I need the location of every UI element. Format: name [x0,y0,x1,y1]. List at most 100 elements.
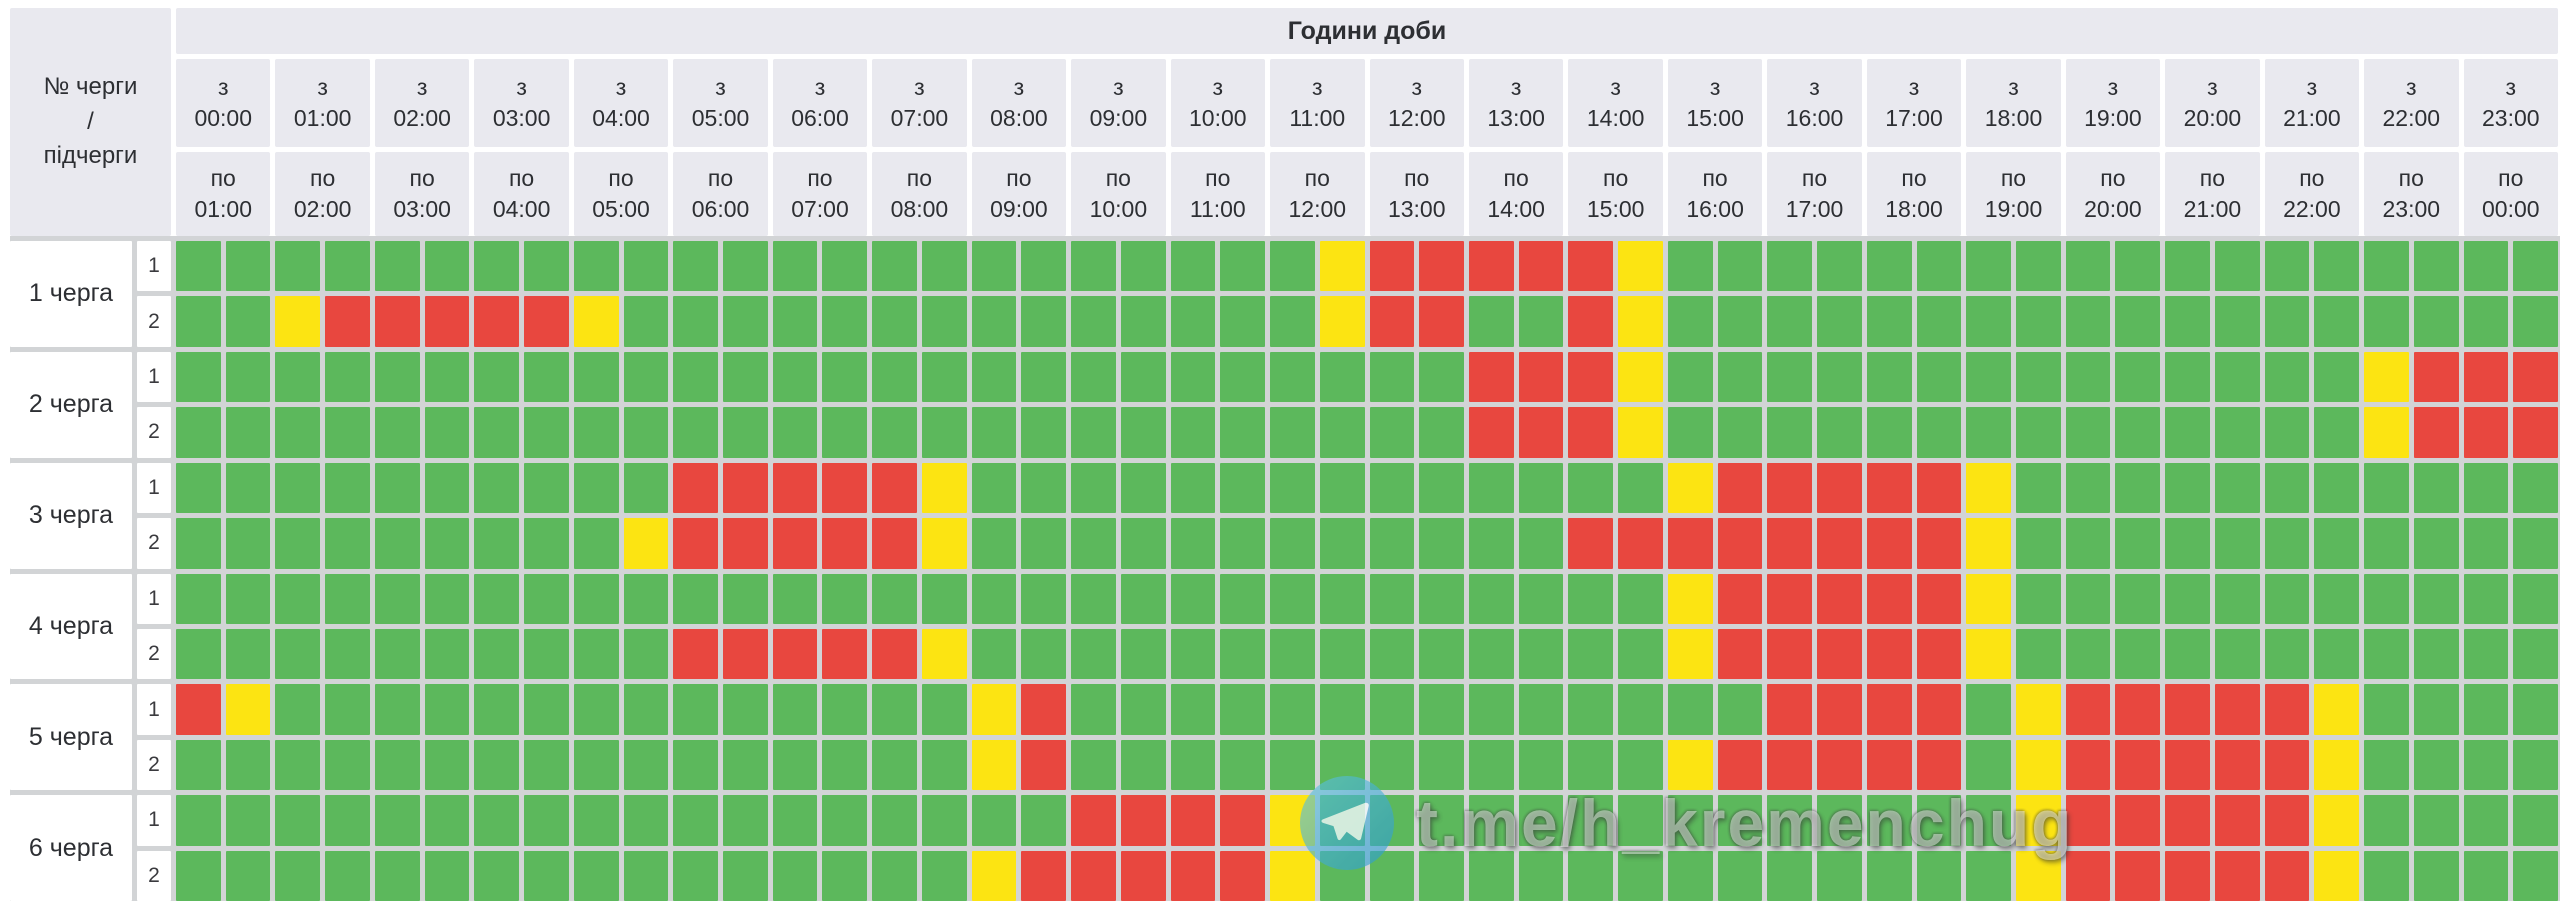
slot-cell [2214,241,2260,292]
slot-cell [1866,795,1912,846]
slot-cell [2214,462,2260,514]
slot-cell [1419,407,1464,458]
slot-cell [2214,628,2260,680]
slot-cell [2165,351,2210,403]
slot-cell [1618,407,1663,458]
slot-cell [673,684,719,735]
slot-cell [1220,241,1266,292]
slot-cell [2264,628,2310,680]
slot-cell [2214,407,2260,458]
slot-cell [1518,850,1564,901]
slot-cell [1568,628,1614,680]
slot-cell [1916,795,1962,846]
schedule-grid: № черги / підчерги Години доби з 00:00 по 0… [10,8,2558,901]
slot-cell [2463,241,2509,292]
slot-cell [1667,241,1713,292]
slot-cell [1270,241,1315,292]
subqueue-number: 1 [137,462,171,514]
slot-cell [524,351,569,403]
slot-cell [2264,407,2310,458]
slot-cell [2065,518,2111,569]
slot-cell [1071,462,1116,514]
slot-cell [1568,518,1614,569]
slot-cell [872,850,917,901]
hour-from-cell: з 02:00 [374,59,470,147]
slot-cell [1120,462,1166,514]
slot-cell [971,684,1017,735]
slot-cell [1468,296,1514,347]
slot-cell [1618,296,1663,347]
hour-from-cell: з 12:00 [1369,59,1464,147]
slot-cell [872,628,917,680]
slot-cell [474,850,520,901]
slot-cell [1170,573,1216,624]
slot-cell [2264,739,2310,791]
slot-cell [1916,407,1962,458]
slot-cell [2015,573,2061,624]
slot-cell [1021,462,1067,514]
queue-label: 6 черга [10,795,132,901]
slot-cell [1518,739,1564,791]
slot-cell [225,684,271,735]
slot-cell [822,296,868,347]
slot-cell [2165,462,2210,514]
slot-cell [275,628,321,680]
slot-cell [2015,241,2061,292]
slot-cell [1220,296,1266,347]
slot-cell [723,351,768,403]
slot-cell [623,296,669,347]
slot-cell [822,795,868,846]
slot-cell [673,795,719,846]
slot-cell [1916,628,1962,680]
subqueue-number: 2 [137,850,171,901]
slot-cell [176,241,221,292]
slot-cell [772,296,818,347]
slot-cell [1866,407,1912,458]
slot-cell [822,628,868,680]
slot-cell [2314,296,2360,347]
slot-cell [723,739,768,791]
slot-cell [2015,407,2061,458]
slot-cell [1966,241,2011,292]
slot-cell [921,573,967,624]
slot-cell [1468,573,1514,624]
slot-cell [2513,795,2558,846]
slot-cell [1618,628,1663,680]
slot-cell [275,518,321,569]
slot-cell [1568,296,1614,347]
slot-cell [524,518,569,569]
queue-label: 3 черга [10,462,132,569]
slot-cell [2065,739,2111,791]
slot-cell [1817,739,1862,791]
slot-cell [1270,518,1315,569]
slot-cell [325,407,370,458]
slot-cell [1319,241,1365,292]
slot-cell [573,739,619,791]
slot-cell [2165,684,2210,735]
slot-cell [573,573,619,624]
slot-cell [1717,795,1763,846]
slot-cell [921,684,967,735]
slot-cell [2513,684,2558,735]
slot-cell [921,407,967,458]
slot-cell [822,462,868,514]
slot-cell [1568,241,1614,292]
slot-cell [1717,518,1763,569]
slot-cell [2463,684,2509,735]
slot-cell [225,628,271,680]
queue-column-header: № черги / підчерги [10,8,171,236]
slot-cell [1866,739,1912,791]
slot-cell [2513,628,2558,680]
slot-cell [1717,462,1763,514]
slot-cell [1220,407,1266,458]
slot-cell [1071,739,1116,791]
slot-cell [2413,850,2459,901]
hour-to-cell: по 11:00 [1170,152,1266,236]
slot-cell [1717,739,1763,791]
slot-cell [1021,628,1067,680]
slot-cell [1419,351,1464,403]
slot-cell [1717,296,1763,347]
slot-cell [921,739,967,791]
slot-cell [673,296,719,347]
slot-cell [1667,684,1713,735]
